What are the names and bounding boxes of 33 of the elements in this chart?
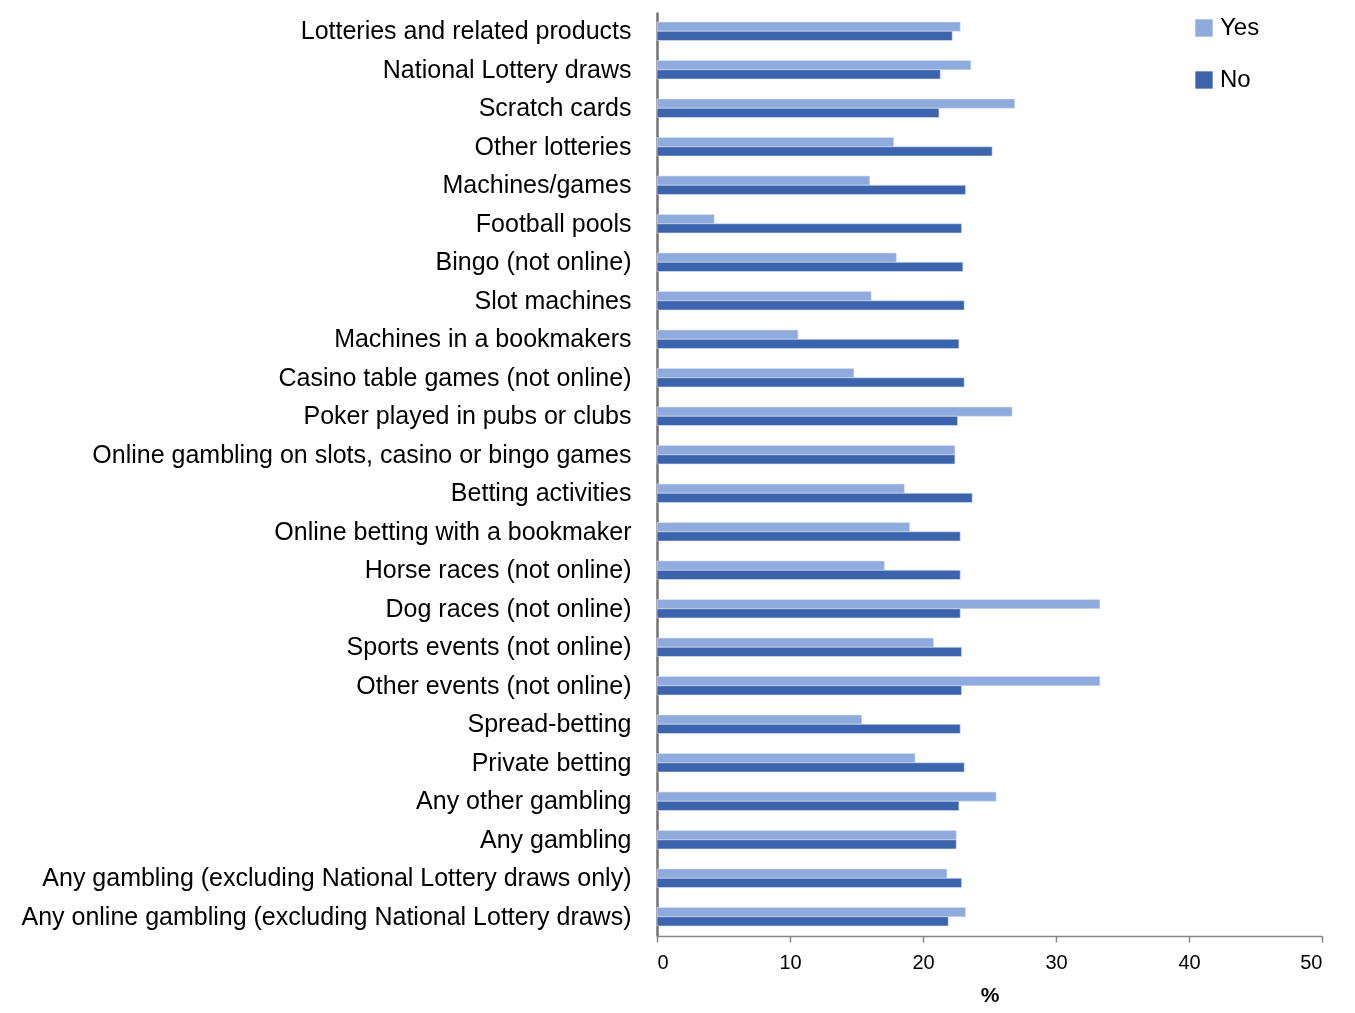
y-tick-label: Machines in a bookmakers [334,324,632,353]
y-tick-label: Spread-betting [467,709,632,738]
y-tick-label: Sports events (not online) [346,632,632,661]
y-tick-label: Bingo (not online) [435,247,632,276]
y-tick-label: Horse races (not online) [364,555,632,584]
y-tick-label: Poker played in pubs or clubs [303,401,632,430]
x-tick-label: 20 [912,950,935,973]
y-tick-label: Scratch cards [478,93,632,122]
y-tick-label: Other lotteries [474,131,632,160]
y-tick-label: Lotteries and related products [300,16,632,45]
x-tick-label: 50 [1300,950,1323,973]
legend-label: No [1220,65,1251,92]
x-tick-label: 30 [1045,950,1068,973]
x-tick-label: 10 [779,950,802,973]
y-tick-label: Online gambling on slots, casino or bingo games [92,439,632,468]
x-tick-label: 40 [1178,950,1201,973]
legend-label: Yes [1220,13,1260,40]
y-tick-label: National Lottery draws [382,54,632,83]
y-tick-label: Any online gambling (excluding National Lottery draws) [21,901,632,930]
y-tick-label: Any other gambling [416,786,632,815]
x-axis-title: % [980,982,1000,1006]
y-tick-label: Dog races (not online) [385,593,632,622]
y-tick-label: Casino table games (not online) [278,362,632,391]
y-tick-label: Machines/games [442,170,632,199]
y-tick-label: Any gambling (excluding National Lottery draws only) [42,863,632,892]
y-tick-label: Football pools [475,208,632,237]
y-tick-label: Online betting with a bookmaker [274,516,632,545]
x-tick-label: 0 [657,950,669,973]
y-tick-label: Slot machines [474,285,632,314]
y-tick-label: Private betting [471,747,632,776]
y-tick-label: Betting activities [450,478,632,507]
y-tick-label: Any gambling [480,824,632,853]
y-tick-label: Other events (not online) [356,670,632,699]
